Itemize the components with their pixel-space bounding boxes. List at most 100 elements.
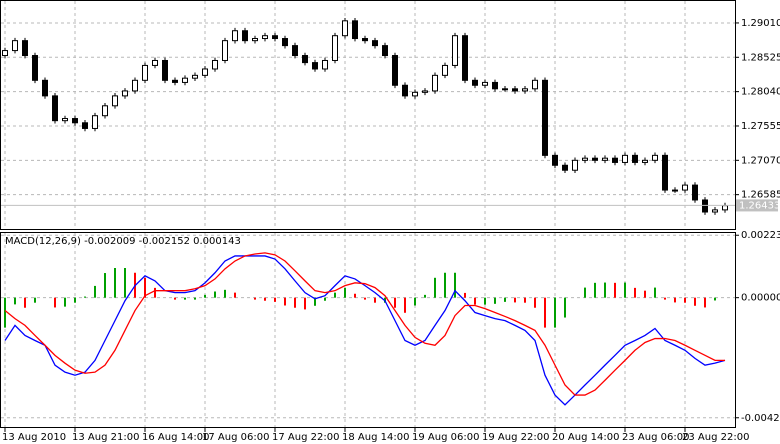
candle-body	[142, 64, 148, 81]
candle-body	[192, 74, 198, 79]
y-tick-label: 0.00223	[741, 230, 780, 241]
candle-body	[532, 79, 538, 90]
candle-body	[652, 154, 658, 161]
candle-body	[482, 81, 488, 86]
candle-body	[82, 122, 88, 129]
candle-body	[522, 88, 528, 92]
candle-body	[642, 159, 648, 163]
candle-body	[232, 30, 238, 42]
y-tick-label: 1.28525	[741, 52, 780, 63]
candle-body	[292, 45, 298, 57]
candle-body	[372, 40, 378, 47]
candle-body	[92, 115, 98, 129]
candle-body	[32, 55, 38, 81]
x-tick-label: 13 Aug 2010	[2, 432, 66, 443]
candle-body	[442, 64, 448, 76]
candle-body	[312, 62, 318, 70]
candle-body	[622, 154, 628, 163]
candle-body	[22, 40, 28, 57]
x-tick-label: 17 Aug 22:00	[272, 432, 339, 443]
y-tick-label: 1.26585	[741, 190, 780, 201]
macd-panel-border	[0, 232, 736, 428]
candle-body	[362, 38, 368, 42]
candle-body	[12, 40, 18, 52]
candle-body	[242, 30, 248, 42]
candle-body	[662, 154, 668, 191]
x-tick-label: 19 Aug 22:00	[482, 432, 549, 443]
candle-body	[162, 59, 168, 81]
candle-body	[702, 199, 708, 213]
y-tick-label: 1.29010	[741, 18, 780, 29]
candle-body	[152, 59, 158, 66]
candle-body	[52, 95, 58, 122]
candle-body	[402, 84, 408, 97]
candle-body	[722, 205, 728, 211]
candle-body	[572, 159, 578, 171]
candle-body	[682, 184, 688, 191]
candle-body	[382, 45, 388, 57]
plot-layer	[1, 1, 735, 427]
candle-body	[122, 90, 128, 97]
y-tick-label: 0.00000	[741, 293, 780, 304]
candle-body	[112, 95, 118, 107]
candle-body	[612, 157, 618, 163]
candle-body	[342, 20, 348, 37]
x-tick-label: 18 Aug 14:00	[342, 432, 409, 443]
candle-body	[492, 81, 498, 90]
candle-body	[2, 50, 8, 57]
y-tick-label: 1.27555	[741, 121, 780, 132]
candle-body	[182, 77, 188, 83]
macd-line	[4, 252, 725, 396]
candle-body	[592, 157, 598, 161]
candle-body	[672, 189, 678, 192]
candle-body	[712, 209, 718, 213]
main-panel-border	[0, 0, 736, 230]
x-tick-label: 17 Aug 06:00	[202, 432, 269, 443]
candle-body	[582, 157, 588, 161]
candle-body	[542, 79, 548, 156]
candle-body	[62, 118, 68, 122]
candle-body	[422, 90, 428, 93]
candle-body	[462, 35, 468, 81]
candle-body	[392, 55, 398, 86]
candle-body	[412, 91, 418, 97]
y-tick-label: 1.28040	[741, 87, 780, 98]
macd-title: MACD(12,26,9) -0.002009 -0.002152 0.0001…	[5, 236, 241, 247]
candle-body	[42, 79, 48, 97]
candle-body	[202, 68, 208, 76]
candle-body	[72, 118, 78, 124]
x-tick-label: 16 Aug 14:00	[142, 432, 209, 443]
candle-body	[502, 88, 508, 91]
candle-body	[452, 35, 458, 66]
candle-body	[322, 59, 328, 70]
candle-body	[262, 35, 268, 40]
candle-body	[172, 79, 178, 83]
candle-body	[252, 38, 258, 42]
x-tick-label: 13 Aug 21:00	[72, 432, 139, 443]
candle-body	[332, 35, 338, 61]
candle-body	[472, 79, 478, 86]
candle-body	[212, 59, 218, 70]
candle-body	[102, 105, 108, 117]
candle-body	[562, 164, 568, 171]
candle-body	[692, 184, 698, 201]
x-tick-label: 20 Aug 14:00	[552, 432, 619, 443]
y-tick-label: 1.27070	[741, 155, 780, 166]
x-tick-label: 23 Aug 22:00	[682, 432, 749, 443]
candle-body	[432, 74, 438, 92]
candle-body	[552, 154, 558, 166]
macd-line	[4, 255, 726, 406]
candle-body	[282, 38, 288, 47]
current-price-box	[736, 199, 778, 212]
candle-body	[512, 88, 518, 92]
candle-body	[222, 40, 228, 61]
candle-body	[302, 55, 308, 64]
candle-body	[632, 154, 638, 163]
current-price-label: 1.26433	[739, 200, 780, 211]
x-tick-label: 23 Aug 06:00	[622, 432, 689, 443]
candle-body	[352, 20, 358, 40]
candle-body	[132, 79, 138, 92]
candle-body	[272, 35, 278, 40]
